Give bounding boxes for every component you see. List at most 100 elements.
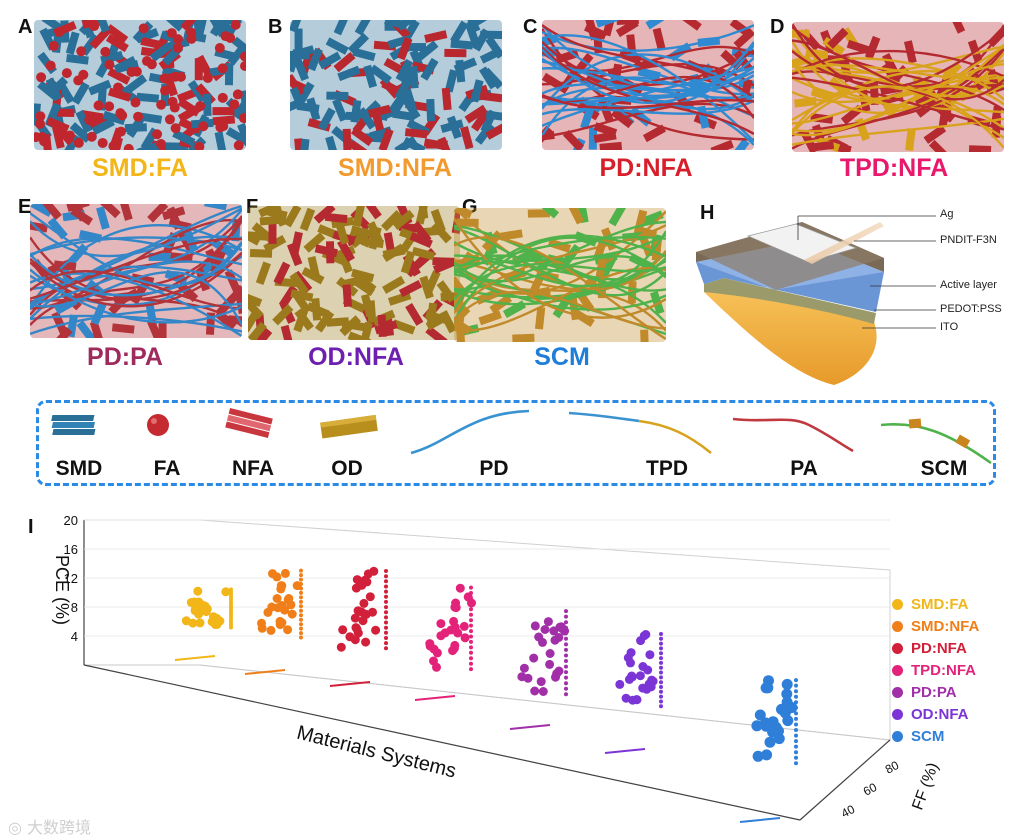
projection-point (659, 689, 663, 694)
morphology-illustration (454, 208, 666, 342)
data-point-smd-fa (193, 586, 203, 596)
device-stack-illustration (696, 215, 936, 385)
data-point-tpd-nfa (432, 662, 441, 672)
morphology-illustration (34, 20, 246, 150)
data-point-scm (773, 733, 785, 745)
projection-point (794, 761, 798, 766)
data-point-pd-nfa (350, 613, 360, 623)
legend-label: PD:PA (911, 684, 957, 701)
legend-label: PD:NFA (911, 640, 967, 657)
ito-layer (704, 286, 877, 385)
morphology-panel-g (454, 208, 666, 342)
projection-point (384, 625, 388, 630)
projection-point (564, 675, 568, 680)
component-label-od: OD (331, 457, 363, 480)
layer-label-pedot: PEDOT:PSS (940, 303, 1002, 315)
data-point-scm (780, 705, 792, 717)
y-tick-label: 60 (861, 780, 880, 799)
floor-projection (739, 817, 781, 823)
projection-point (659, 680, 663, 685)
y-tick-label: 40 (839, 802, 858, 821)
data-point-smd-nfa (280, 568, 290, 578)
morphology-illustration (30, 204, 242, 338)
morphology-illustration (290, 20, 502, 150)
data-point-tpd-nfa (455, 583, 465, 593)
projection-point (384, 630, 388, 635)
data-point-smd-fa (195, 618, 205, 628)
projection-point (794, 739, 798, 744)
panel-letter-c: C (523, 16, 538, 38)
projection-point (794, 750, 798, 755)
projection-point (564, 670, 568, 675)
legend-marker (892, 731, 903, 742)
projection-point (794, 700, 798, 705)
projection-point (659, 660, 663, 665)
data-point-scm (764, 736, 776, 748)
legend-item-pd-pa: PD:PA (892, 684, 957, 701)
projection-point (564, 609, 568, 614)
layer-label-ag: Ag (940, 208, 954, 220)
projection-point (384, 636, 388, 640)
y-tick-label: 80 (883, 758, 902, 777)
data-point-pd-nfa (368, 607, 377, 617)
data-point-smd-nfa (280, 605, 290, 615)
data-point-pd-pa (530, 686, 540, 696)
data-point-scm (781, 696, 793, 708)
data-point-smd-nfa (268, 569, 277, 579)
y-axis-title: FF (%) (909, 761, 942, 813)
projection-point (659, 646, 663, 651)
projection-point (384, 569, 388, 573)
projection-point (469, 650, 473, 655)
projection-point (659, 665, 663, 670)
floor-projection (604, 748, 646, 754)
projection-point (794, 694, 798, 699)
projection-point (299, 622, 303, 627)
watermark-icon: ◎ (8, 818, 28, 837)
data-point-smd-nfa (283, 625, 293, 635)
projection-point (299, 573, 303, 578)
component-icons (51, 407, 992, 465)
system-label-c: PD:NFA (599, 154, 693, 182)
projection-point (469, 596, 473, 601)
legend-label: TPD:NFA (911, 662, 976, 679)
data-point-od-nfa (626, 658, 635, 668)
data-point-smd-fa (191, 605, 200, 615)
data-point-tpd-nfa (446, 625, 456, 635)
data-point-od-nfa (636, 636, 646, 646)
data-point-smd-nfa (267, 602, 277, 612)
chart-back-wall (83, 519, 891, 741)
projection-point (659, 694, 663, 699)
projection-point (469, 645, 473, 650)
data-point-smd-fa (201, 607, 211, 617)
legend-marker (892, 665, 903, 676)
od-icon (320, 414, 378, 439)
data-point-pd-pa (545, 649, 555, 658)
projection-point (299, 595, 303, 600)
system-label-d: TPD:NFA (839, 154, 949, 182)
panel-letter-b: B (268, 16, 283, 38)
projection-point (794, 683, 798, 688)
projection-point (384, 620, 388, 625)
floor-projection (244, 669, 286, 675)
projection-point (564, 653, 568, 658)
projection-point (299, 568, 303, 573)
projection-point (299, 626, 303, 631)
legend-label: SCM (911, 728, 945, 745)
data-point-pd-nfa (338, 625, 348, 635)
panel-letter-d: D (770, 16, 785, 38)
projection-point (299, 631, 303, 636)
data-point-pd-pa (534, 632, 544, 642)
projection-point (794, 716, 798, 721)
data-point-pd-pa (529, 653, 539, 663)
projection-point (794, 722, 798, 727)
data-point-pd-pa (550, 635, 560, 645)
projection-point (469, 607, 473, 612)
legend-item-pd-nfa: PD:NFA (892, 640, 967, 657)
scm-icon (880, 418, 992, 465)
data-point-smd-fa (181, 616, 191, 626)
projection-point (299, 617, 303, 622)
layer-label-pndit: PNDIT-F3N (940, 234, 997, 246)
data-point-smd-nfa (277, 581, 287, 591)
morphology-panel-c (542, 20, 754, 150)
morphology-panel-f (248, 206, 460, 340)
